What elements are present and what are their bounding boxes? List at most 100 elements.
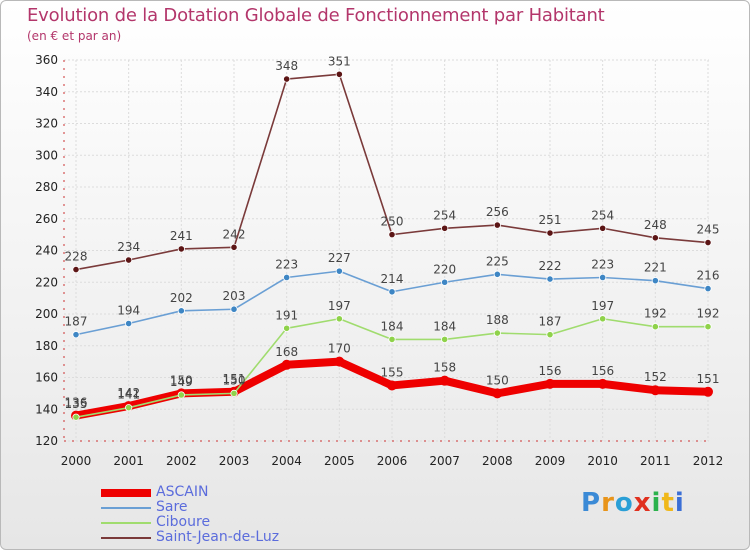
y-tick-label: 120: [35, 434, 58, 448]
data-point-sare: [546, 275, 554, 283]
data-label: 251: [539, 213, 562, 227]
x-tick-label: 2010: [587, 454, 618, 468]
data-point-sare: [125, 319, 133, 328]
data-label: 184: [433, 319, 456, 333]
data-label: 197: [328, 299, 351, 313]
data-label: 188: [486, 313, 509, 327]
data-label: 241: [170, 229, 193, 243]
data-point-sare: [599, 273, 607, 282]
data-label: 184: [381, 319, 404, 333]
data-label: 197: [591, 299, 614, 313]
data-point-saint-jean-de-luz: [283, 75, 291, 83]
data-label: 151: [697, 372, 720, 386]
chart-subtitle: (en € et par an): [27, 29, 122, 43]
data-label: 234: [117, 240, 140, 254]
data-point-ascain: [281, 359, 292, 370]
data-point-ascain: [703, 386, 713, 397]
data-point-sare: [177, 307, 185, 315]
data-label: 216: [697, 269, 720, 283]
data-label: 194: [117, 304, 140, 318]
data-point-saint-jean-de-luz: [388, 231, 396, 239]
data-point-ciboure: [72, 413, 80, 421]
y-tick-label: 320: [35, 117, 58, 131]
x-tick-label: 2000: [61, 454, 92, 468]
x-tick-label: 2011: [640, 454, 671, 468]
logo-letter: r: [601, 488, 615, 518]
data-label: 151: [223, 372, 246, 386]
data-label: 221: [644, 261, 667, 275]
y-tick-label: 280: [35, 180, 58, 194]
data-point-ascain: [597, 378, 608, 389]
data-point-sare: [441, 278, 449, 286]
data-label: 228: [65, 250, 88, 264]
x-tick-label: 2012: [693, 454, 724, 468]
data-point-saint-jean-de-luz: [546, 229, 554, 237]
data-label: 149: [170, 375, 193, 389]
data-label: 202: [170, 291, 193, 305]
data-point-ascain: [492, 388, 503, 399]
data-label: 220: [433, 262, 456, 276]
data-point-sare: [651, 277, 659, 285]
y-tick-label: 300: [35, 148, 58, 162]
data-point-ciboure: [704, 323, 712, 331]
legend-label: ASCAIN: [156, 484, 209, 500]
legend-swatch: [101, 537, 151, 539]
legend-label: Saint-Jean-de-Luz: [156, 529, 280, 545]
data-label: 158: [433, 361, 456, 375]
y-tick-label: 140: [35, 402, 58, 416]
data-point-sare: [704, 284, 712, 293]
data-label: 150: [486, 373, 509, 387]
data-label: 152: [644, 370, 667, 384]
logo-letter: P: [581, 488, 602, 518]
data-label: 223: [591, 257, 614, 271]
data-point-saint-jean-de-luz: [651, 234, 659, 242]
x-tick-label: 2001: [113, 454, 144, 468]
x-tick-label: 2008: [482, 454, 513, 468]
data-point-sare: [230, 305, 238, 313]
data-point-saint-jean-de-luz: [493, 221, 501, 229]
y-tick-label: 260: [35, 212, 58, 226]
data-label: 156: [539, 364, 562, 378]
data-point-saint-jean-de-luz: [177, 245, 185, 253]
logo-letter: i: [651, 488, 662, 518]
data-point-sare: [493, 270, 501, 278]
legend-swatch: [101, 507, 151, 509]
data-label: 191: [275, 308, 298, 322]
data-point-ascain: [387, 380, 397, 391]
data-point-ascain: [545, 378, 555, 389]
y-tick-label: 240: [35, 244, 58, 258]
data-point-saint-jean-de-luz: [335, 70, 343, 78]
x-tick-label: 2004: [271, 454, 302, 468]
data-point-ascain: [334, 356, 345, 367]
data-label: 254: [433, 208, 456, 222]
data-point-sare: [388, 288, 396, 296]
x-tick-label: 2005: [324, 454, 355, 468]
data-point-ciboure: [651, 323, 659, 331]
axes: 120 140 160 180 200 220 240 260 280 300 320 340 360 2…: [35, 53, 723, 468]
data-label: 250: [381, 215, 404, 229]
legend-swatch: [101, 522, 151, 524]
data-label: 136: [65, 396, 88, 410]
legend-swatch: [101, 489, 151, 497]
data-point-ciboure: [388, 335, 396, 343]
data-point-saint-jean-de-luz: [230, 243, 238, 251]
y-tick-label: 160: [35, 371, 58, 385]
x-tick-label: 2009: [535, 454, 566, 468]
logo-letter: o: [614, 488, 634, 518]
data-label: 135: [65, 397, 88, 411]
data-label: 156: [591, 364, 614, 378]
data-point-ciboure: [230, 389, 238, 397]
y-tick-label: 340: [35, 85, 58, 99]
data-label: 203: [223, 289, 246, 303]
data-label: 225: [486, 254, 509, 268]
data-label: 223: [275, 257, 298, 271]
y-tick-label: 180: [35, 339, 58, 353]
data-label: 150: [223, 373, 246, 387]
data-label: 155: [381, 365, 404, 379]
data-label: 351: [328, 54, 351, 68]
data-point-saint-jean-de-luz: [441, 224, 449, 232]
x-tick-label: 2006: [377, 454, 408, 468]
data-point-sare: [283, 273, 291, 282]
